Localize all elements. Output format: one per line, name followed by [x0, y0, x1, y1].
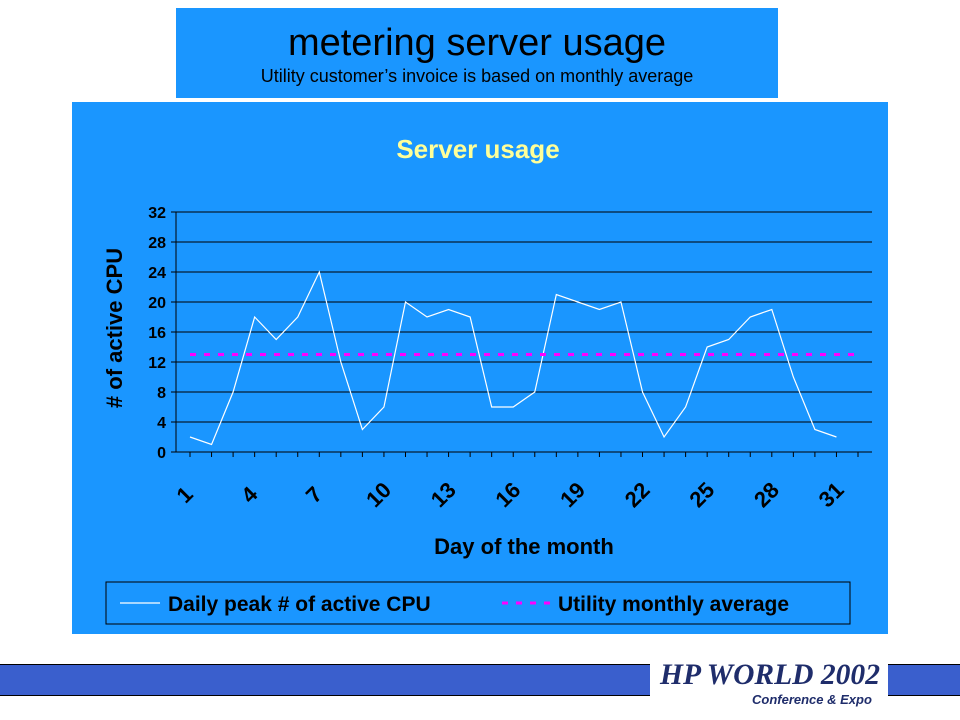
y-tick-label: 4: [157, 415, 166, 432]
x-tick-label: 28: [749, 477, 784, 512]
slide-title-box: metering server usage Utility customer’s…: [176, 8, 778, 98]
x-tick-label: 25: [684, 477, 719, 512]
legend-label-daily-peak: Daily peak # of active CPU: [168, 593, 431, 616]
logo-brand: HP WORLD 2002: [659, 658, 880, 691]
x-tick-label: 13: [426, 477, 461, 512]
y-tick-label: 12: [148, 355, 166, 372]
series-line-daily-peak: [189, 270, 837, 446]
y-tick-label: 16: [148, 325, 166, 342]
y-tick-label: 24: [148, 265, 166, 282]
x-tick-label: 10: [361, 477, 396, 512]
chart-panel: Server usage 0 4 8 12 16 20 24 28 32 1 4 7 10 13 16 19…: [72, 102, 888, 634]
y-tick-label: 8: [157, 385, 166, 402]
chart-title: Server usage: [396, 134, 559, 164]
x-axis-label: Day of the month: [434, 534, 614, 559]
x-tick-label: 7: [301, 482, 327, 508]
slide-subtitle: Utility customer’s invoice is based on m…: [260, 66, 694, 86]
y-tick-label: 28: [148, 235, 166, 252]
y-axis-label: # of active CPU: [102, 248, 127, 408]
logo-tagline: Conference & Expo: [752, 692, 872, 707]
chart-axes: [171, 211, 872, 457]
x-tick-label: 31: [814, 477, 849, 512]
chart-series: [189, 270, 858, 446]
hp-world-logo: HP WORLD 2002 Conference & Expo: [650, 634, 888, 720]
y-tick-label: 20: [148, 295, 166, 312]
chart-legend: Daily peak # of active CPU Utility month…: [105, 581, 851, 625]
y-tick-label: 32: [148, 205, 166, 222]
legend-label-monthly-average: Utility monthly average: [558, 593, 789, 616]
y-tick-label: 0: [157, 445, 166, 462]
legend-frame: [105, 581, 851, 625]
chart-gridlines: [176, 211, 872, 453]
server-usage-chart: Server usage 0 4 8 12 16 20 24 28 32 1 4 7 10 13 16 19…: [102, 134, 872, 625]
x-tick-label: 1: [172, 482, 198, 508]
x-tick-labels: 1 4 7 10 13 16 19 22 25 28 31: [172, 477, 849, 512]
x-tick-label: 4: [236, 481, 263, 508]
x-tick-label: 16: [490, 477, 525, 512]
slide-title: metering server usage: [287, 22, 667, 64]
y-tick-labels: 0 4 8 12 16 20 24 28 32: [148, 205, 166, 462]
x-tick-label: 22: [620, 477, 655, 512]
x-tick-label: 19: [555, 477, 590, 512]
